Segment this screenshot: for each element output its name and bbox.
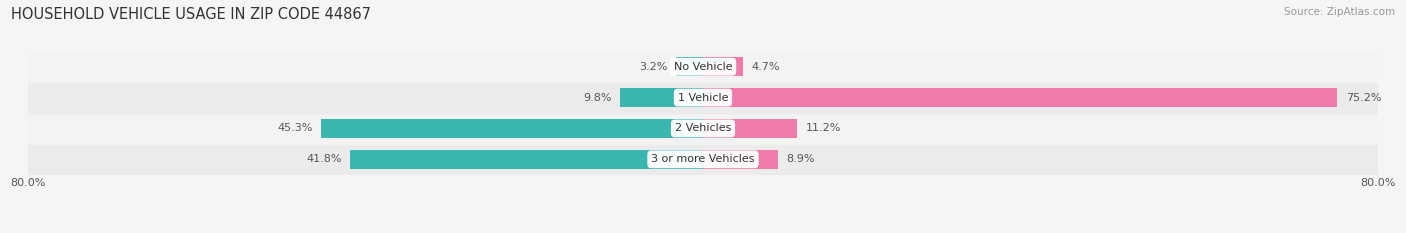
Text: Source: ZipAtlas.com: Source: ZipAtlas.com — [1284, 7, 1395, 17]
Bar — [703, 150, 778, 169]
Bar — [28, 113, 1378, 144]
Text: 3.2%: 3.2% — [640, 62, 668, 72]
Bar — [350, 150, 703, 169]
Text: 9.8%: 9.8% — [583, 93, 612, 103]
Text: 8.9%: 8.9% — [786, 154, 815, 164]
Bar — [703, 57, 742, 76]
Text: 45.3%: 45.3% — [277, 123, 312, 134]
Bar — [703, 119, 797, 138]
Bar — [703, 88, 1337, 107]
Text: 4.7%: 4.7% — [751, 62, 779, 72]
Bar — [676, 57, 703, 76]
Text: 2 Vehicles: 2 Vehicles — [675, 123, 731, 134]
Text: 41.8%: 41.8% — [307, 154, 342, 164]
Text: 11.2%: 11.2% — [806, 123, 841, 134]
Text: 75.2%: 75.2% — [1346, 93, 1381, 103]
Text: No Vehicle: No Vehicle — [673, 62, 733, 72]
Bar — [28, 144, 1378, 175]
Bar — [321, 119, 703, 138]
Bar — [620, 88, 703, 107]
Text: 1 Vehicle: 1 Vehicle — [678, 93, 728, 103]
Bar — [28, 51, 1378, 82]
Text: 3 or more Vehicles: 3 or more Vehicles — [651, 154, 755, 164]
Text: HOUSEHOLD VEHICLE USAGE IN ZIP CODE 44867: HOUSEHOLD VEHICLE USAGE IN ZIP CODE 4486… — [11, 7, 371, 22]
Bar — [28, 82, 1378, 113]
